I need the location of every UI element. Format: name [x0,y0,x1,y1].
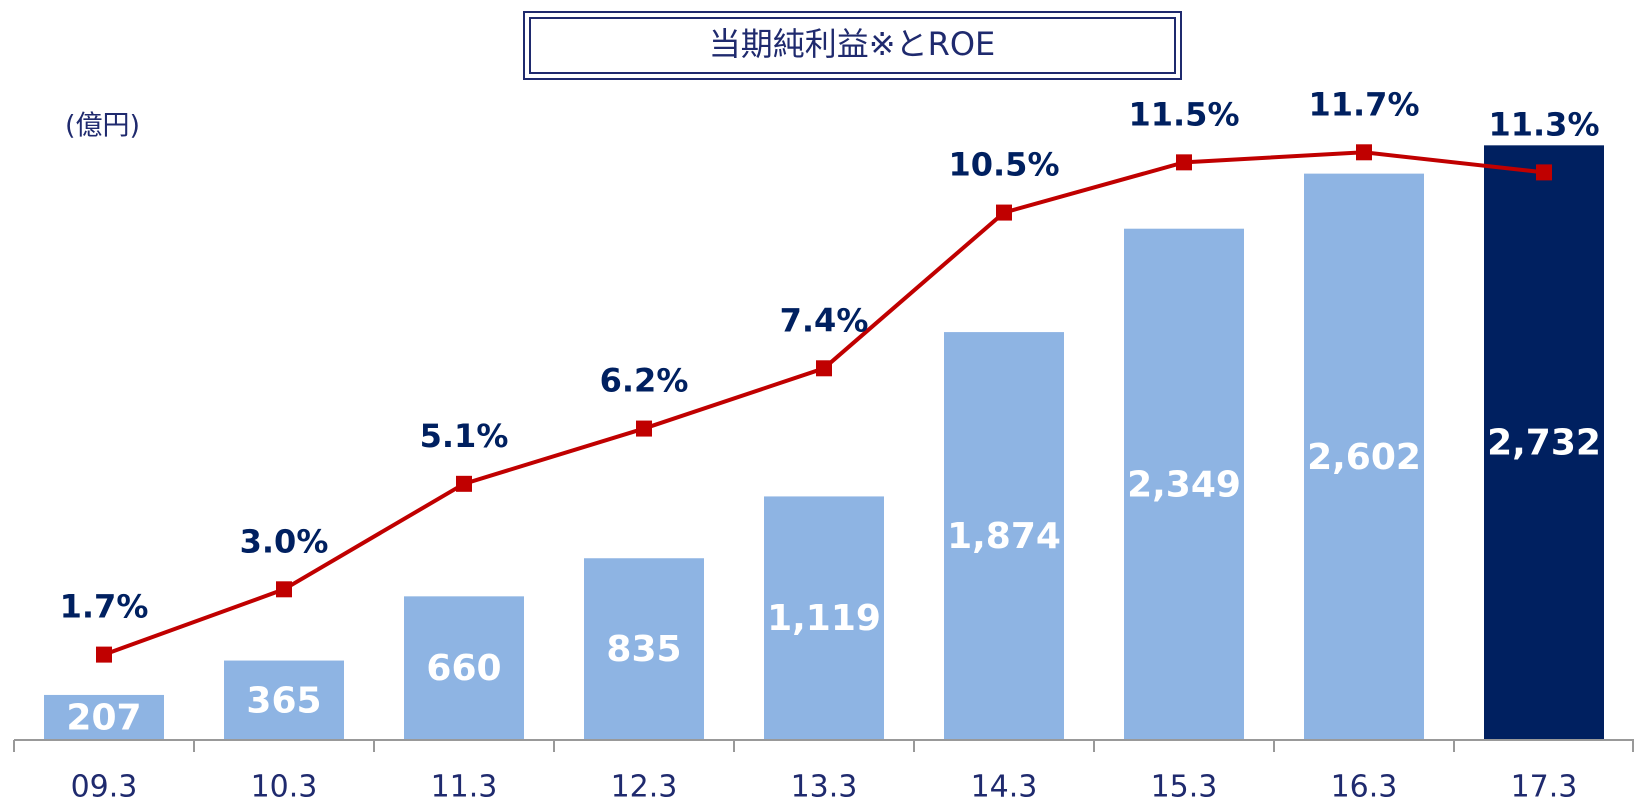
roe-marker [1176,154,1192,171]
bar-value-label: 207 [66,697,141,738]
title-box-inner [529,17,1176,74]
roe-value-label: 11.5% [1128,95,1239,133]
roe-marker [456,475,472,492]
bar-value-label: 1,119 [767,598,881,639]
bar [224,660,344,740]
x-tick-label: 13.3 [791,770,858,805]
bar-value-label: 365 [246,680,321,721]
roe-marker [1536,164,1552,181]
x-tick-label: 10.3 [251,770,318,805]
bar-value-label: 660 [426,648,501,689]
bar [944,332,1064,740]
roe-value-label: 7.4% [780,301,869,339]
x-tick-label: 12.3 [611,770,678,805]
x-tick-label: 15.3 [1151,770,1218,805]
bar [1304,173,1424,740]
roe-value-label: 11.7% [1308,85,1419,123]
x-tick-label: 11.3 [431,770,498,805]
bar-value-label: 1,874 [947,516,1061,557]
x-tick-label: 16.3 [1331,770,1398,805]
roe-marker [996,204,1012,221]
bar-value-label: 2,349 [1127,464,1241,505]
x-tick-label: 09.3 [71,770,138,805]
roe-value-label: 6.2% [600,362,689,400]
roe-marker [1356,144,1372,161]
roe-value-label: 5.1% [420,417,509,455]
roe-marker [276,581,292,598]
roe-value-label: 1.7% [60,588,149,626]
y-axis-label: (億円) [65,111,140,142]
chart-title: 当期純利益※とROE [709,25,995,63]
bar [1124,228,1244,741]
roe-value-label: 3.0% [240,522,329,560]
bar-value-label: 2,602 [1307,437,1421,478]
bar [584,558,704,740]
roe-marker [96,646,112,663]
bar [1484,145,1604,741]
x-tick-label: 14.3 [971,770,1038,805]
bar-value-label: 2,732 [1487,423,1601,464]
bar [44,694,164,740]
roe-value-label: 10.5% [948,146,1059,184]
bar-value-label: 835 [606,629,681,670]
title-box [523,11,1182,80]
bar [764,496,884,740]
x-tick-label: 17.3 [1511,770,1578,805]
bar [404,596,524,740]
roe-value-label: 11.3% [1488,105,1599,143]
roe-marker [816,360,832,377]
roe-marker [636,420,652,437]
